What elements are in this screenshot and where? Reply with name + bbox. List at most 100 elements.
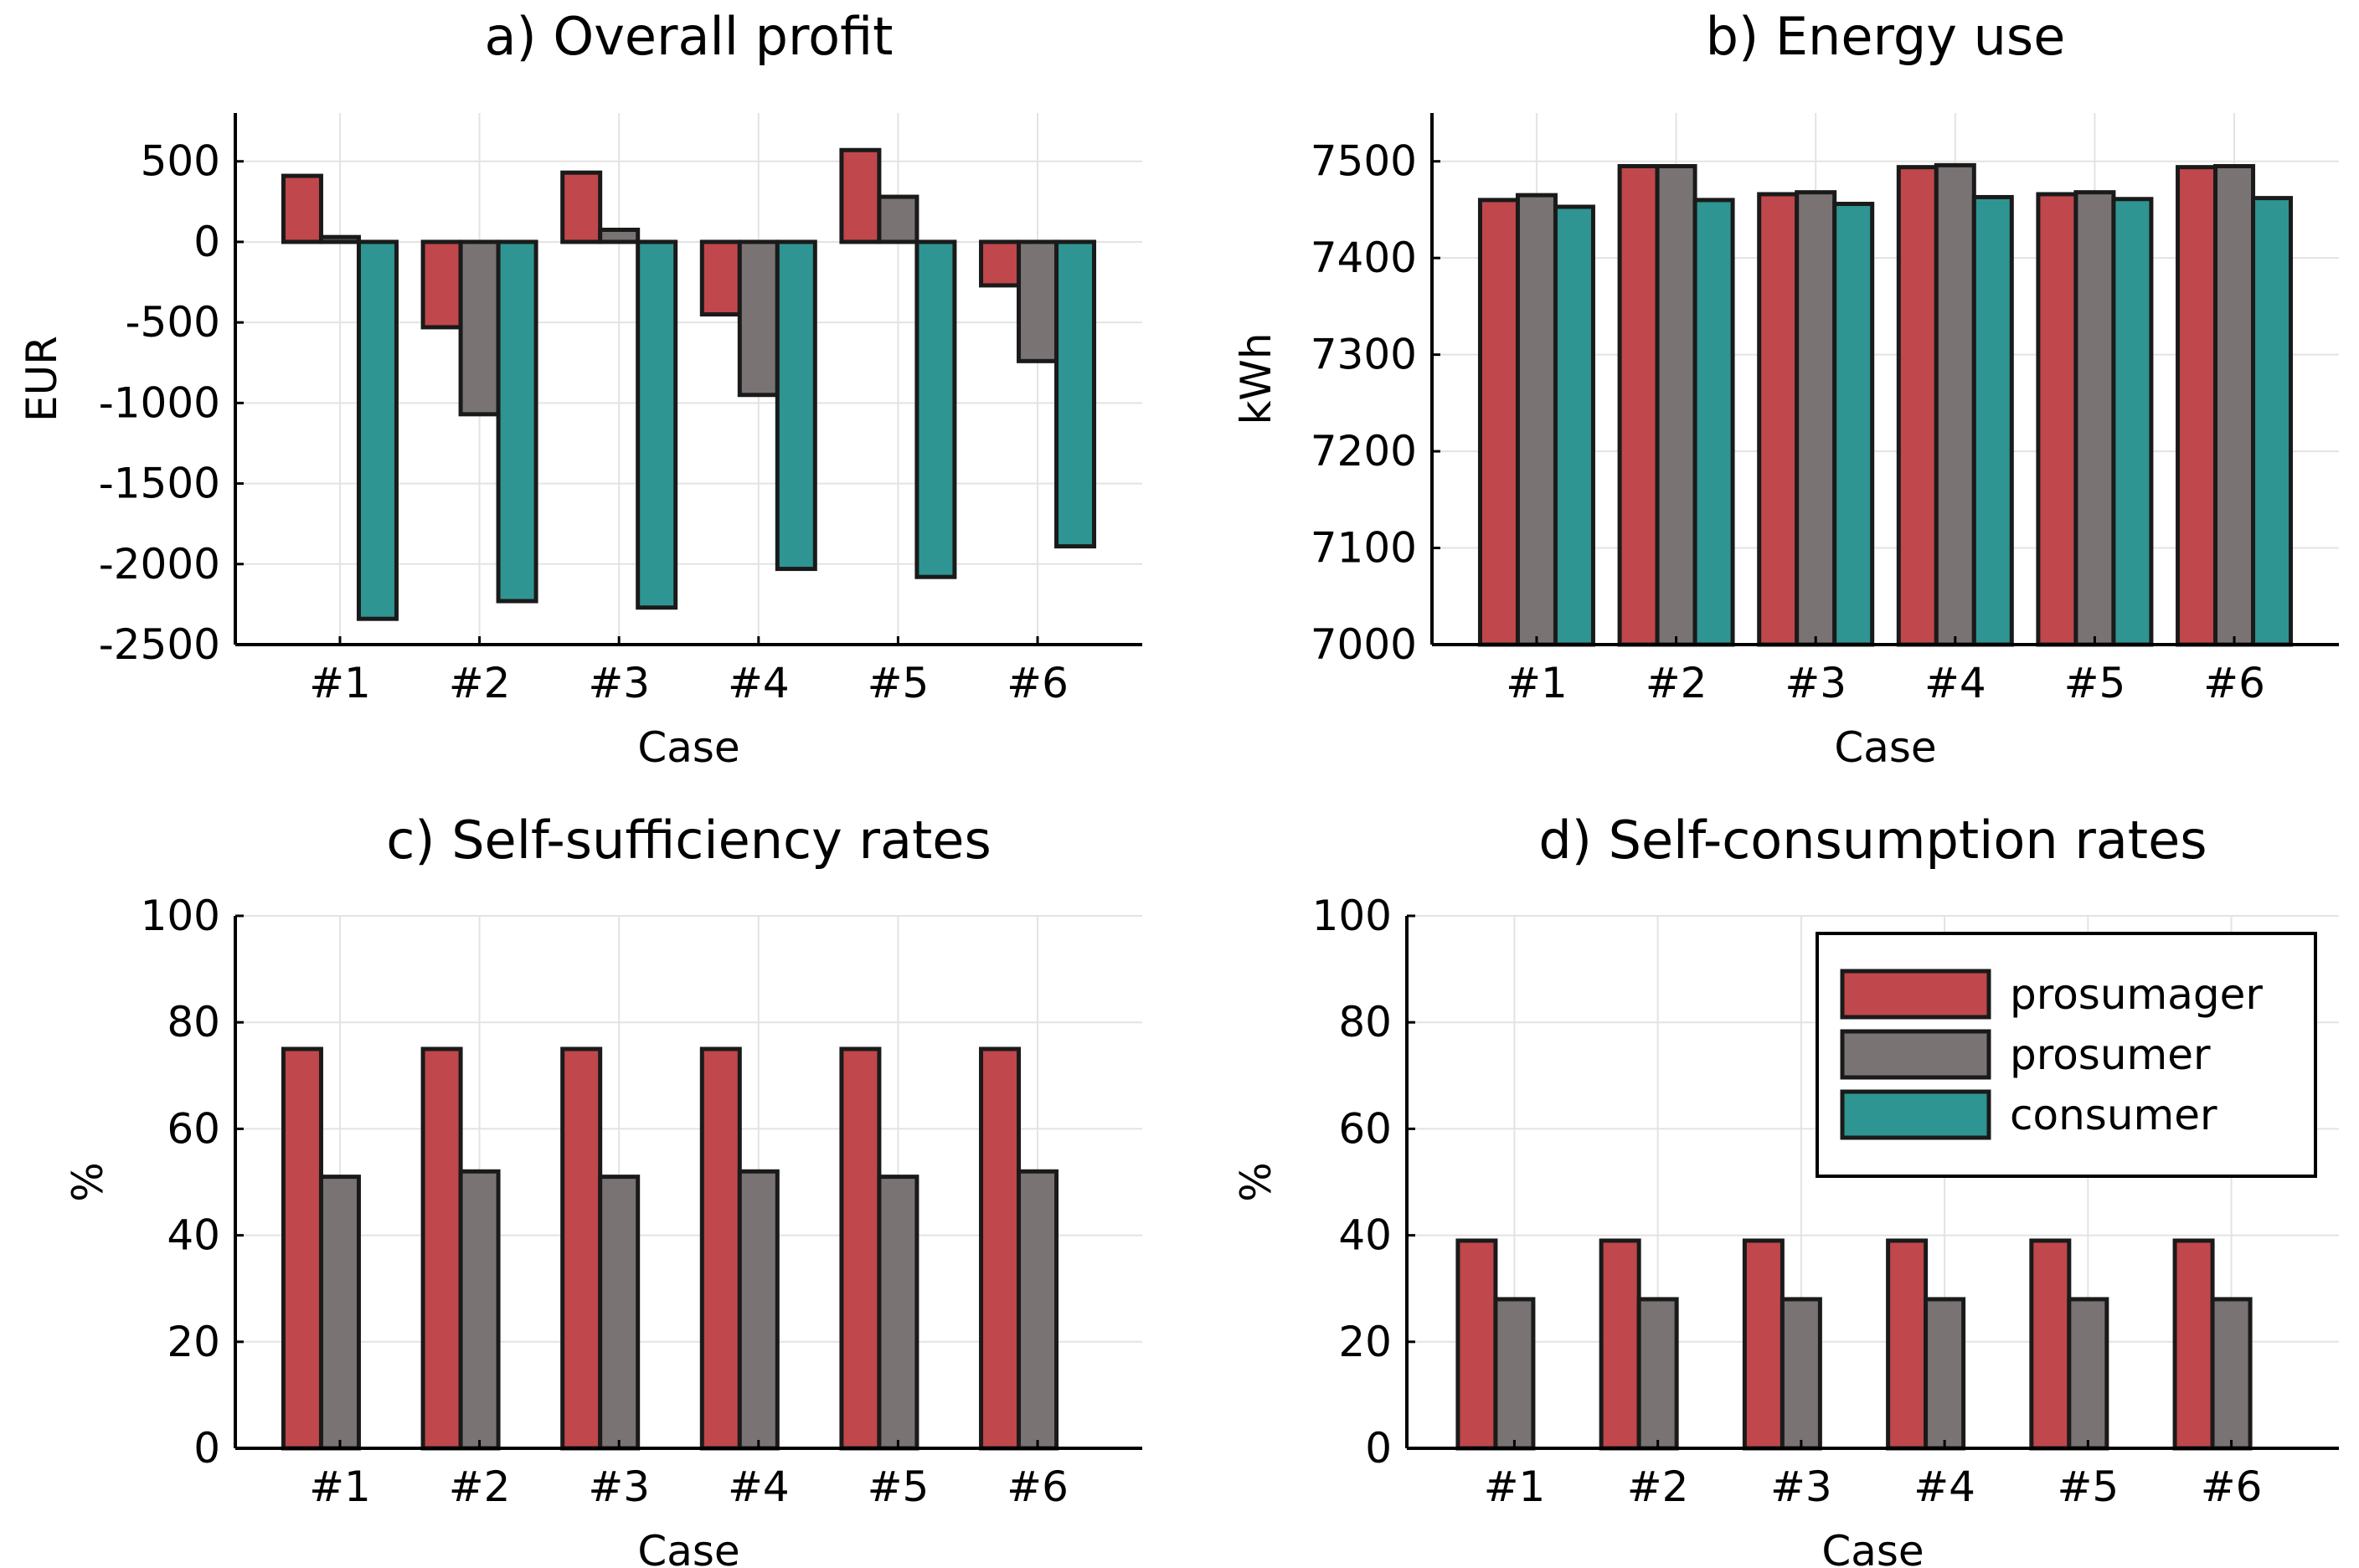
bar-prosumer-4: [737, 239, 780, 398]
bar-prosumager-2: [420, 1046, 463, 1451]
y-tick-label: -1000: [99, 378, 220, 427]
bar-prosumager-6: [2176, 165, 2218, 647]
chart-title: a) Overall profit: [485, 6, 894, 67]
bar-prosumager-5: [2029, 1238, 2072, 1451]
bar-prosumager-2: [1599, 1238, 1641, 1451]
bar-prosumager-3: [560, 170, 603, 244]
x-tick-label: #5: [2064, 659, 2126, 707]
bar-prosumager-4: [1886, 1238, 1929, 1451]
x-tick-label: #3: [1785, 659, 1847, 707]
y-tick-label: 7000: [1311, 620, 1417, 669]
legend-swatch-consumer: [1840, 1089, 1991, 1140]
bar-prosumager-4: [699, 1046, 742, 1451]
x-tick-label: #5: [2057, 1463, 2119, 1511]
x-axis-label: Case: [1834, 723, 1936, 772]
x-tick-label: #4: [1913, 1463, 1975, 1511]
legend-label-prosumager: prosumager: [2010, 970, 2263, 1019]
axes: [1430, 113, 2339, 646]
x-tick-label: #6: [2203, 659, 2265, 707]
bar-consumer-6: [2251, 196, 2294, 647]
y-axis-label: %: [64, 1162, 112, 1202]
bar-prosumer-6: [2213, 164, 2256, 647]
y-tick-label: 7400: [1311, 234, 1417, 282]
y-tick-label: 80: [1338, 998, 1392, 1046]
y-tick-label: 7200: [1311, 427, 1417, 476]
bar-prosumager-3: [1757, 192, 1800, 647]
x-tick-label: #2: [449, 1463, 511, 1511]
bar-prosumer-1: [318, 1175, 361, 1451]
bars: [281, 1046, 1059, 1451]
bar-prosumager-1: [1477, 198, 1520, 647]
y-tick-label: 7500: [1311, 137, 1417, 186]
x-tick-label: #1: [1484, 1463, 1546, 1511]
y-tick-label: 100: [1312, 892, 1392, 940]
x-tick-label: #2: [1646, 659, 1707, 707]
legend: prosumager prosumer consumer: [1816, 932, 2317, 1178]
x-tick-label: #4: [728, 1463, 790, 1511]
x-tick-label: #6: [1007, 659, 1069, 707]
axes: [234, 916, 1142, 1450]
y-tick-label: 0: [1365, 1424, 1392, 1473]
legend-label-prosumer: prosumer: [2010, 1031, 2211, 1079]
bar-consumer-4: [775, 239, 817, 572]
y-tick-label: 40: [1338, 1211, 1392, 1260]
bars: [281, 147, 1097, 621]
bar-prosumer-1: [1515, 193, 1558, 647]
bar-prosumer-4: [737, 1169, 780, 1451]
bar-prosumager-3: [560, 1046, 603, 1451]
y-axis-label: kWh: [1232, 332, 1280, 424]
bar-consumer-3: [1832, 202, 1875, 647]
bar-prosumager-1: [281, 1046, 323, 1451]
bar-prosumer-2: [1655, 164, 1697, 647]
chart-title: d) Self-consumption rates: [1538, 810, 2207, 871]
bar-prosumer-1: [318, 234, 361, 244]
x-axis-label: Case: [1821, 1527, 1924, 1568]
y-tick-label: 0: [193, 218, 220, 266]
chart-title: c) Self-sufficiency rates: [386, 810, 992, 871]
y-axis-label: EUR: [18, 336, 66, 422]
bar-prosumer-6: [2210, 1297, 2253, 1451]
bar-consumer-1: [356, 239, 399, 621]
y-tick-label: 500: [141, 137, 220, 186]
bar-prosumer-2: [458, 239, 501, 417]
panel-d: 100 80 60 40 20 0 #1 #2 #3 #4 #5 #6 d) Self-consumpt…: [1232, 810, 2339, 1568]
bar-consumer-5: [2111, 197, 2154, 647]
bar-prosumer-3: [598, 1175, 641, 1451]
bar-prosumager-6: [2172, 1238, 2215, 1451]
bars: [1455, 1238, 2253, 1451]
x-tick-label: #3: [588, 659, 650, 707]
bars: [1477, 162, 2294, 647]
x-tick-label: #4: [1924, 659, 1986, 707]
x-tick-label: #6: [1007, 1463, 1069, 1511]
bar-prosumer-5: [2067, 1297, 2109, 1451]
y-tick-label: 20: [1338, 1318, 1392, 1366]
panel-b: 7500 7400 7300 7200 7100 7000 #1 #2 #3 #4 #5 #6 b) E…: [1232, 6, 2339, 772]
bar-prosumer-3: [598, 228, 641, 244]
bar-prosumer-5: [877, 194, 919, 244]
bar-prosumer-3: [1795, 190, 1837, 647]
bar-prosumager-6: [979, 1046, 1022, 1451]
x-tick-label: #2: [1627, 1463, 1689, 1511]
bar-prosumager-2: [1617, 164, 1660, 647]
y-tick-label: 7300: [1311, 331, 1417, 379]
bar-prosumager-1: [1455, 1238, 1498, 1451]
bar-consumer-2: [496, 239, 538, 604]
bar-prosumager-4: [699, 239, 742, 317]
y-tick-label: 7100: [1311, 524, 1417, 573]
bar-consumer-2: [1692, 198, 1735, 647]
y-tick-label: 100: [141, 892, 220, 940]
x-tick-label: #3: [1770, 1463, 1832, 1511]
y-tick-label: -2500: [99, 620, 220, 669]
bar-prosumager-3: [1742, 1238, 1785, 1451]
y-tick-label: 80: [167, 998, 220, 1046]
x-tick-label: #5: [868, 1463, 930, 1511]
x-tick-label: #2: [449, 659, 511, 707]
bar-prosumer-1: [1493, 1297, 1536, 1451]
bar-consumer-5: [914, 239, 957, 579]
bar-prosumager-5: [839, 1046, 882, 1451]
bar-prosumager-4: [1896, 165, 1939, 647]
x-axis-label: Case: [637, 1527, 739, 1568]
x-tick-label: #1: [1506, 659, 1568, 707]
y-tick-label: 20: [167, 1318, 220, 1366]
